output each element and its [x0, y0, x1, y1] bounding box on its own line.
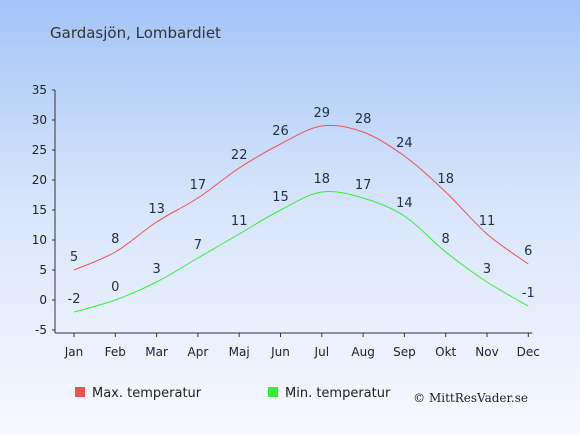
legend-swatch-max	[75, 387, 85, 397]
x-tick-label: Jul	[314, 345, 329, 359]
y-tick-label: 30	[32, 113, 47, 127]
x-tick-label: Nov	[475, 345, 498, 359]
x-tick-label: Feb	[105, 345, 126, 359]
x-tick-label: Jan	[64, 345, 84, 359]
y-tick-label: 0	[39, 293, 47, 307]
max-temperature-label: 28	[355, 112, 372, 127]
y-tick-label: 35	[32, 83, 47, 97]
y-tick-label: -5	[35, 323, 47, 337]
x-tick-label: Jun	[270, 345, 290, 359]
min-temperature-label: 3	[483, 262, 491, 277]
max-temperature-label: 18	[437, 172, 454, 187]
min-temperature-label: 17	[355, 178, 372, 193]
min-temperature-line	[73, 191, 529, 313]
max-temperature-label: 24	[396, 136, 413, 151]
x-tick-label: Mar	[145, 345, 168, 359]
x-tick-label: Aug	[351, 345, 374, 359]
chart-title: Gardasjön, Lombardiet	[50, 24, 221, 42]
min-temperature-label: 0	[111, 280, 119, 295]
max-temperature-label: 29	[314, 106, 331, 121]
y-tick-label: 25	[32, 143, 47, 157]
min-temperature-label: 11	[231, 214, 248, 229]
max-temperature-label: 17	[190, 178, 207, 193]
credit-text: © MittResVader.se	[413, 391, 528, 405]
y-tick-label: 10	[32, 233, 47, 247]
x-tick-label: Okt	[435, 345, 456, 359]
max-temperature-label: 26	[272, 124, 289, 139]
x-tick-label: Sep	[393, 345, 416, 359]
min-temperature-label: 14	[396, 196, 413, 211]
y-tick-label: 15	[32, 203, 47, 217]
min-temperature-label: -2	[68, 292, 81, 307]
min-temperature-label: 8	[442, 232, 450, 247]
min-temperature-label: 15	[272, 190, 289, 205]
series-lines	[73, 124, 529, 313]
min-temperature-label: -1	[522, 286, 535, 301]
y-tick-label: 5	[39, 263, 47, 277]
max-temperature-label: 5	[70, 250, 78, 265]
max-temperature-label: 22	[231, 148, 248, 163]
legend: Max. temperatur Min. temperatur	[75, 386, 391, 401]
min-temperature-label: 3	[152, 262, 160, 277]
legend-label-min: Min. temperatur	[285, 386, 391, 401]
min-temperature-label: 18	[314, 172, 331, 187]
legend-swatch-min	[268, 387, 278, 397]
min-temperature-label: 7	[194, 238, 202, 253]
data-labels: 5 8 13 17 22 26 29 28 24 18 11 6 -2 0 3 7 11 15 18 17 14 8 3 -1	[68, 106, 535, 307]
x-tick-label: Apr	[188, 345, 209, 359]
x-tick-label: Dec	[517, 345, 540, 359]
max-temperature-label: 11	[479, 214, 496, 229]
max-temperature-label: 6	[524, 244, 532, 259]
max-temperature-label: 13	[148, 202, 165, 217]
max-temperature-label: 8	[111, 232, 119, 247]
x-tick-label: Maj	[229, 345, 250, 359]
max-temperature-line	[73, 124, 529, 271]
y-tick-label: 20	[32, 173, 47, 187]
legend-label-max: Max. temperatur	[92, 386, 202, 401]
